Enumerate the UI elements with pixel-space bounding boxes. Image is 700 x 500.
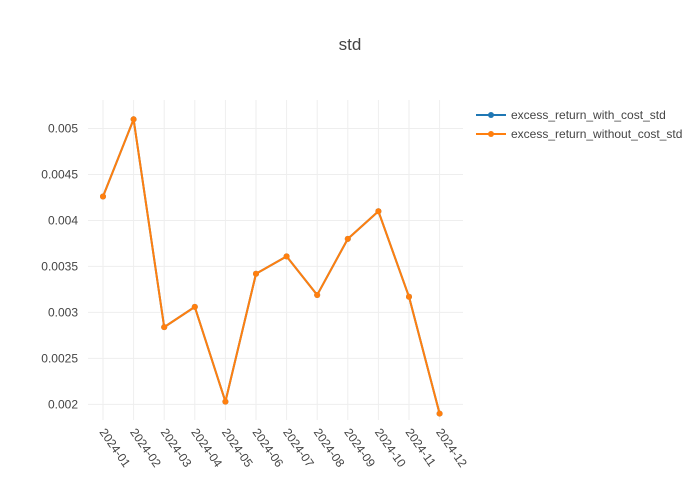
legend-entry[interactable]: excess_return_without_cost_std (511, 127, 682, 141)
data-point (344, 235, 351, 242)
data-point (436, 410, 443, 417)
y-tick-label: 0.003 (48, 305, 78, 319)
data-point (314, 291, 321, 298)
y-tick-label: 0.005 (48, 122, 78, 136)
y-tick-label: 0.0045 (41, 167, 78, 181)
y-tick-label: 0.002 (48, 397, 78, 411)
data-point (375, 208, 382, 215)
series-line (102, 118, 441, 414)
data-point (283, 253, 290, 260)
y-tick-label: 0.004 (48, 213, 78, 227)
plot-area (100, 116, 443, 417)
legend-marker-swatch (488, 131, 494, 137)
legend[interactable]: excess_return_with_cost_std excess_return… (476, 108, 682, 141)
y-tick-label: 0.0025 (41, 351, 78, 365)
data-point (100, 193, 106, 200)
legend-entry[interactable]: excess_return_with_cost_std (511, 108, 666, 122)
data-point (130, 116, 137, 123)
legend-marker-swatch (488, 112, 494, 118)
y-tick-label: 0.0035 (41, 259, 78, 273)
data-point (161, 324, 168, 331)
data-point (191, 303, 198, 310)
y-axis: 0.002 0.0025 0.003 0.0035 0.004 0.0045 0.005 (41, 122, 78, 412)
data-point (253, 270, 259, 277)
chart-title: std (339, 35, 362, 54)
grid (88, 100, 463, 420)
data-point (222, 398, 229, 405)
data-point (406, 293, 412, 300)
